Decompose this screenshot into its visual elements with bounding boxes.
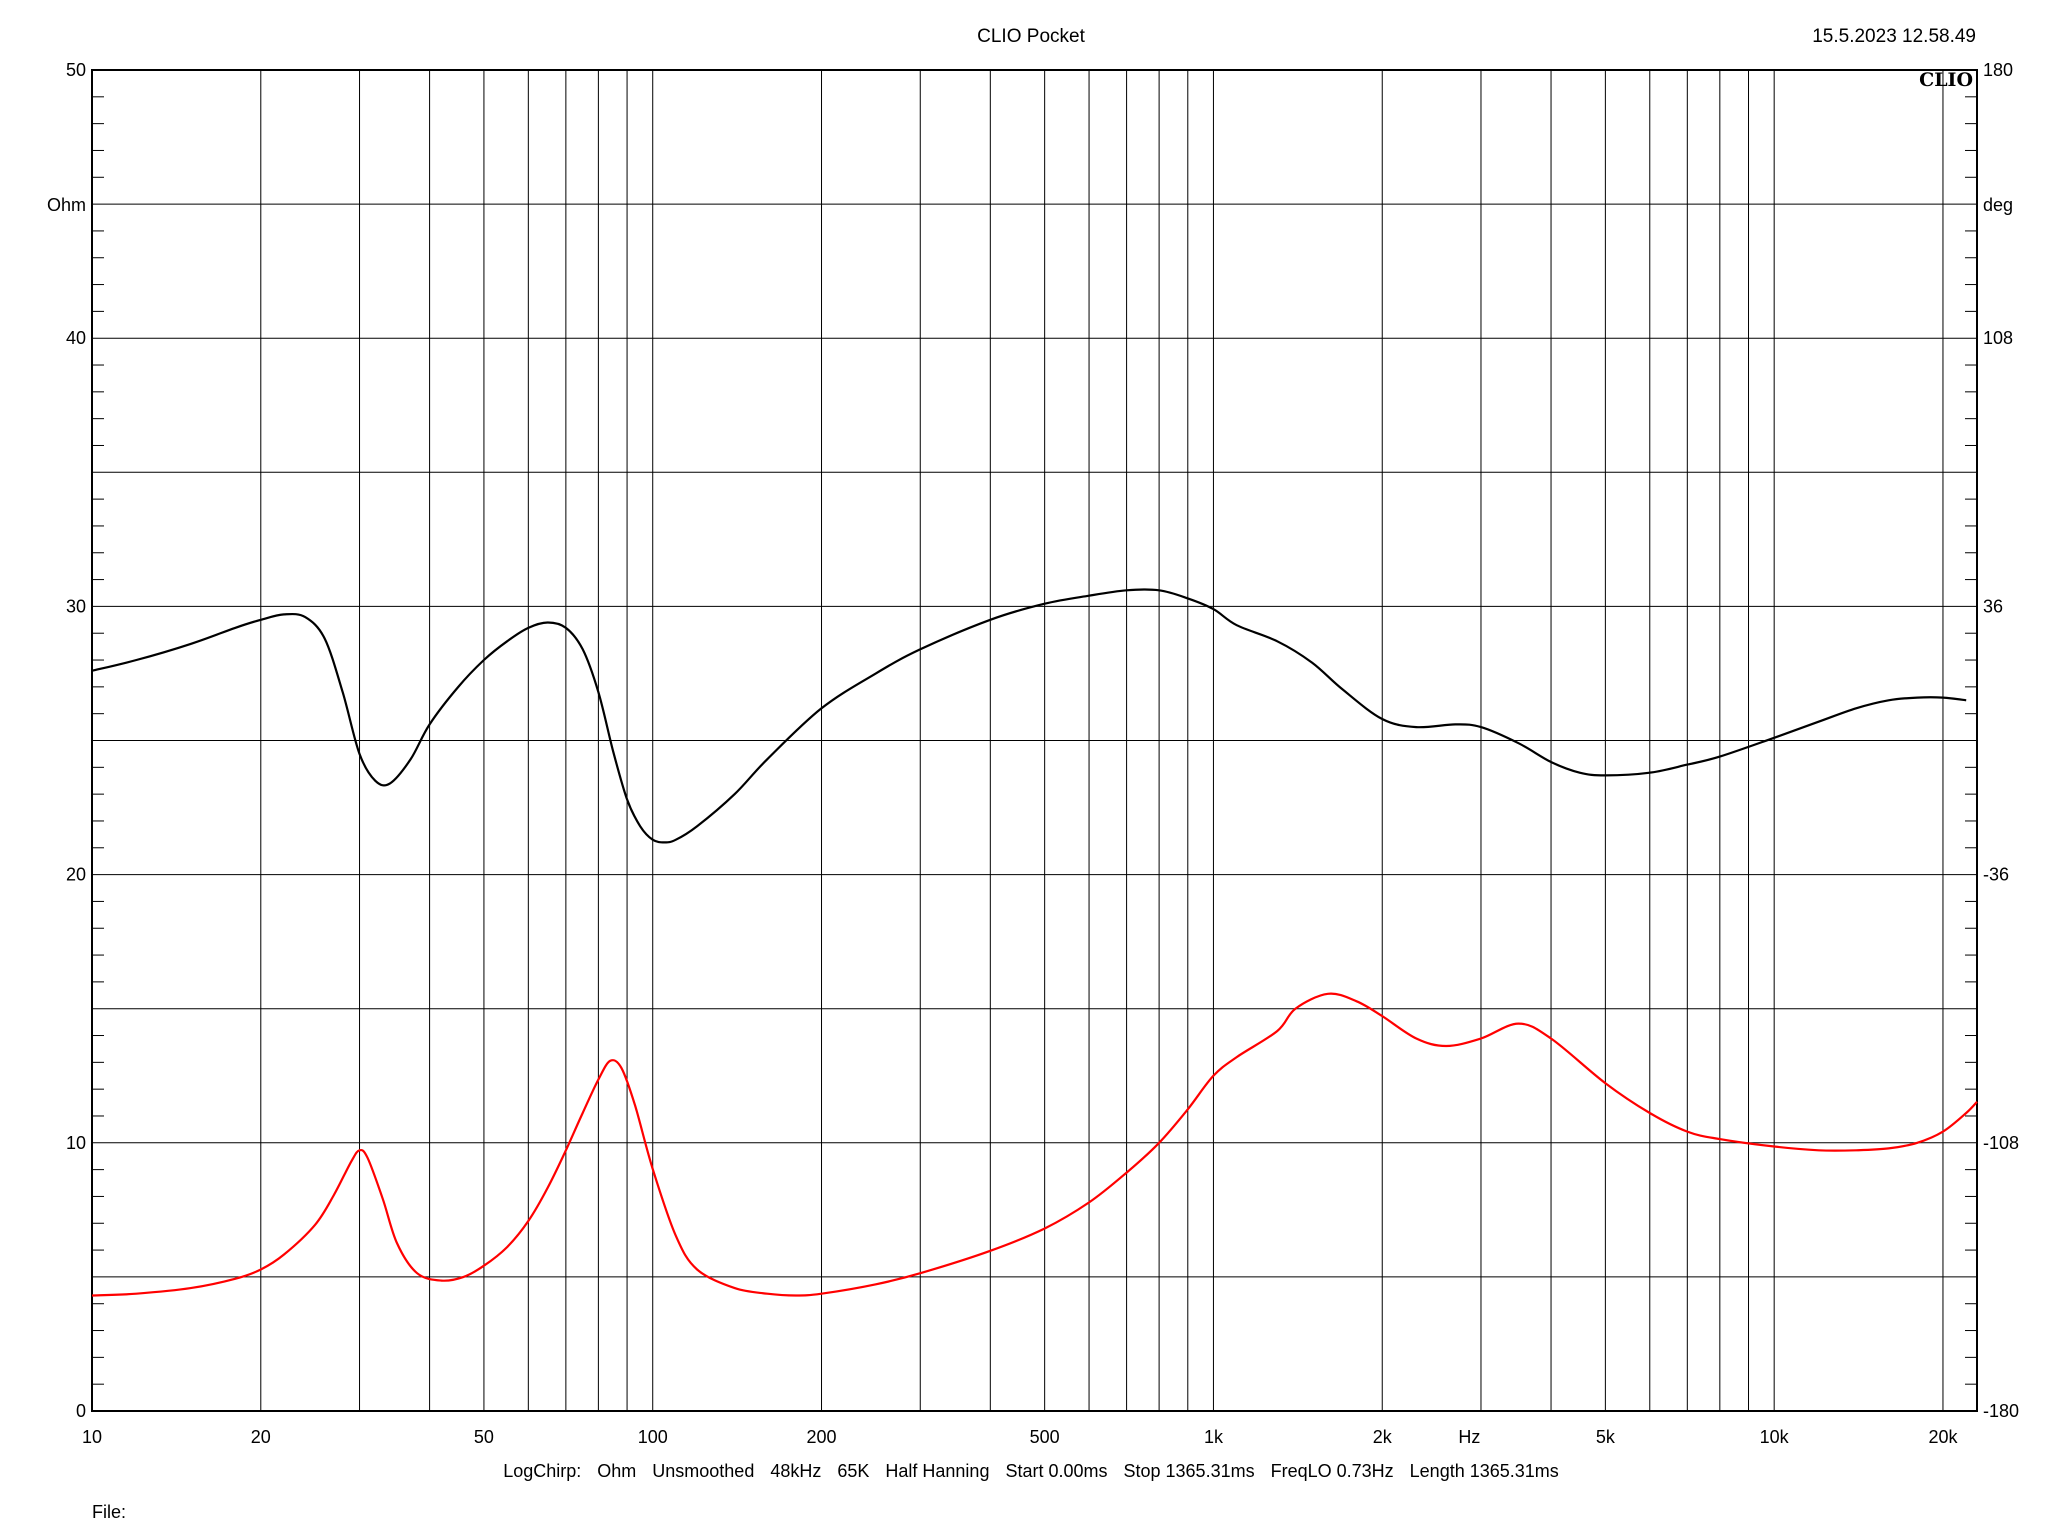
x-tick-label: 10 [82, 1427, 102, 1447]
x-tick-label: 100 [638, 1427, 668, 1447]
x-tick-label: 2k [1373, 1427, 1393, 1447]
timestamp: 15.5.2023 12.58.49 [1812, 26, 1976, 47]
footer-setting: Stop 1365.31ms [1124, 1461, 1255, 1481]
y-left-tick-label: 10 [66, 1133, 86, 1153]
x-tick-label: 20k [1928, 1427, 1958, 1447]
y-right-tick-label: 36 [1983, 596, 2003, 616]
tick-labels: 10 20 50 100 200 500 1k 2k 5k 10k 20k Hz 0 10 20 30 40 50… [66, 60, 2019, 1447]
brand-logo: CLIO [1919, 69, 1973, 91]
footer-setting: Length 1365.31ms [1410, 1461, 1559, 1481]
footer-setting: 65K [837, 1461, 869, 1481]
plot-area-frame [91, 69, 1978, 1412]
footer-settings-line: LogChirp: Ohm Unsmoothed 48kHz 65K Half Hanni… [503, 1461, 1559, 1481]
x-tick-label: 500 [1030, 1427, 1060, 1447]
y-left-tick-label: 30 [66, 596, 86, 616]
footer-setting: LogChirp: [503, 1461, 581, 1481]
footer-setting: Half Hanning [885, 1461, 989, 1481]
y-left-tick-label: 40 [66, 328, 86, 348]
y-right-tick-label: -180 [1983, 1401, 2019, 1421]
footer-setting: FreqLO 0.73Hz [1271, 1461, 1394, 1481]
impedance-phase-line [91, 992, 1978, 1297]
impedance-magnitude-line [91, 588, 1967, 844]
file-label: File: [92, 1502, 126, 1522]
x-tick-label: 20 [251, 1427, 271, 1447]
y-right-tick-label: -108 [1983, 1133, 2019, 1153]
x-tick-label: 200 [806, 1427, 836, 1447]
x-tick-label: 5k [1596, 1427, 1616, 1447]
x-tick-label: 1k [1204, 1427, 1224, 1447]
footer-setting: Ohm [597, 1461, 636, 1481]
chart-title: CLIO Pocket [977, 26, 1085, 47]
y-left-tick-label: 0 [76, 1401, 86, 1421]
x-axis-unit-label: Hz [1458, 1427, 1480, 1447]
series-layer [91, 588, 1978, 1297]
footer-setting: Start 0.00ms [1005, 1461, 1107, 1481]
grid-lines [92, 70, 1977, 1411]
measurement-settings: LogChirp: Ohm Unsmoothed 48kHz 65K Half Hanni… [503, 1461, 1559, 1481]
y-right-tick-label: 180 [1983, 60, 2013, 80]
y-right-tick-label: 108 [1983, 328, 2013, 348]
y-left-tick-label: 50 [66, 60, 86, 80]
y-axis-left-unit: Ohm [47, 195, 86, 215]
y-left-tick-label: 20 [66, 865, 86, 885]
y-axis-right-unit: deg [1983, 195, 2013, 215]
footer-setting: 48kHz [770, 1461, 821, 1481]
x-tick-label: 50 [474, 1427, 494, 1447]
y-right-tick-label: -36 [1983, 865, 2009, 885]
footer-setting: Unsmoothed [652, 1461, 754, 1481]
x-tick-label: 10k [1760, 1427, 1790, 1447]
